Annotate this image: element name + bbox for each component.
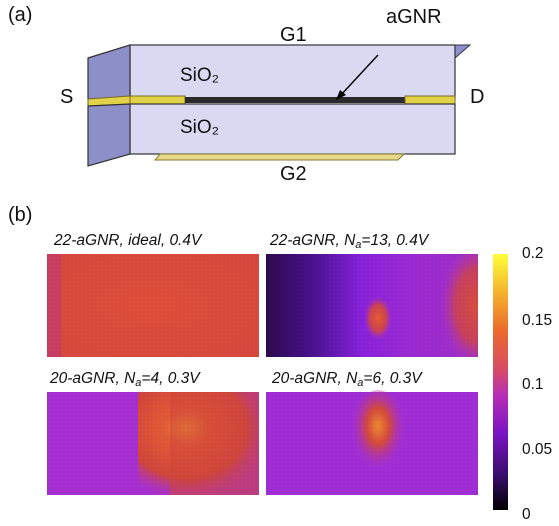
gate-g2-plate [153,153,406,161]
heatmap-2 [266,254,478,357]
map-title-2: 22-aGNR, Na=13, 0.4V [270,232,429,251]
panel-a-label: (a) [8,4,33,26]
colorbar-tick-3: 0.05 [522,441,553,458]
device-schematic [87,44,472,167]
colorbar [493,254,508,510]
agnr-arrow [339,54,379,97]
oxide-top-label: SiO₂ [180,65,220,86]
gate-g1-label: G1 [280,24,307,46]
agnr-label: aGNR [386,6,442,28]
panel-b-label: (b) [8,204,33,226]
drain-label: D [470,86,485,108]
heatmap-4 [266,390,478,495]
source-label: S [60,86,74,108]
agnr-channel [185,97,405,103]
map-title-4: 20-aGNR, Na=6, 0.3V [272,370,422,389]
heatmap-3 [47,392,259,495]
colorbar-tick-0: 0.2 [522,245,544,262]
map-title-1: 22-aGNR, ideal, 0.4V [54,232,202,249]
oxide-bottom-label: SiO₂ [180,117,220,138]
map-title-3: 20-aGNR, Na=4, 0.3V [50,370,200,389]
colorbar-tick-4: 0 [522,506,531,523]
colorbar-tick-1: 0.15 [522,312,553,329]
heatmap-1 [47,254,259,357]
colorbar-tick-2: 0.1 [522,376,544,393]
gate-g2-label: G2 [280,163,307,185]
bottom-block-side [87,103,131,167]
